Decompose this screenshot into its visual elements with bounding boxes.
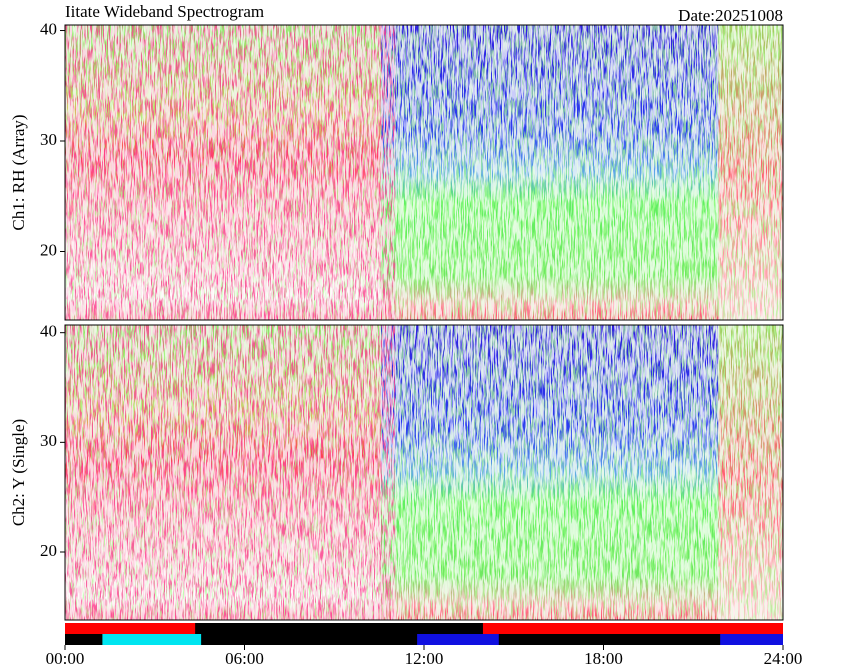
y-axis-label: Ch1: RH (Array)	[9, 114, 28, 230]
panel-frame	[64, 24, 784, 321]
y-tick-label: 20	[40, 240, 57, 259]
x-tick-label: 12:00	[405, 649, 444, 668]
spectrogram-panel	[64, 24, 784, 321]
status-segment	[65, 623, 196, 634]
spectrogram-noise	[65, 25, 783, 320]
chart-title: Iitate Wideband Spectrogram	[65, 2, 264, 21]
y-axis-label: Ch2: Y (Single)	[9, 419, 28, 526]
x-tick-label: 00:00	[46, 649, 85, 668]
status-segment	[482, 623, 783, 634]
status-segment	[720, 634, 783, 645]
y-tick-label: 40	[40, 19, 57, 38]
x-tick-label: 24:00	[764, 649, 803, 668]
x-tick-label: 06:00	[225, 649, 264, 668]
status-segment	[417, 634, 499, 645]
date-label: Date:20251008	[678, 6, 783, 25]
y-tick-label: 30	[40, 431, 57, 450]
spectrogram-noise	[65, 325, 783, 620]
panel-frame	[64, 324, 784, 621]
x-tick-label: 18:00	[584, 649, 623, 668]
status-bar-background	[65, 623, 783, 634]
spectrogram-panel	[64, 324, 784, 621]
y-tick-label: 40	[40, 322, 57, 341]
y-tick-label: 20	[40, 541, 57, 560]
status-segment	[102, 634, 202, 645]
y-tick-label: 30	[40, 130, 57, 149]
